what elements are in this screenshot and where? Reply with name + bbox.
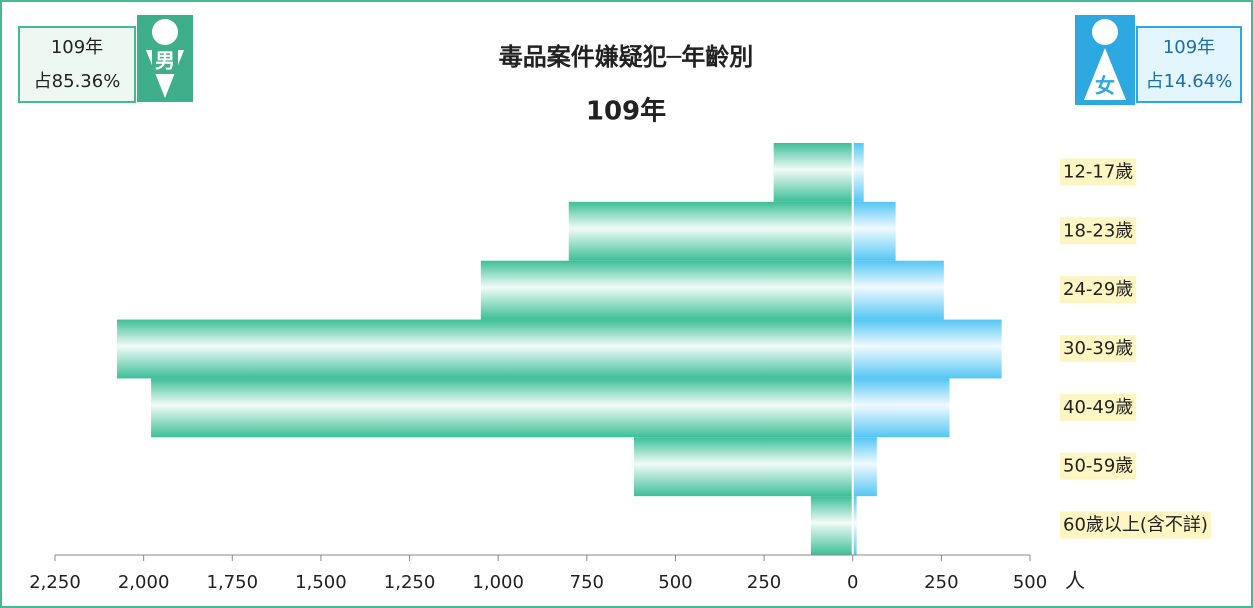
bar [151,378,853,438]
chart-title: 毒品案件嫌疑犯─年齡別 [499,43,753,71]
category-label-bg [1060,217,1137,245]
bar [852,260,944,320]
bar [773,143,853,202]
female-icon-body [1084,48,1126,100]
female-year: 109年 [1163,37,1215,58]
bar [633,437,853,497]
x-tick-label: 2,000 [118,572,170,593]
bar [568,201,853,261]
category-label: 24-29歲 [1063,279,1133,300]
category-label-bg [1060,276,1137,304]
x-tick-label: 1,500 [295,572,347,593]
bar [117,319,853,379]
female-share: 占14.64% [1146,71,1233,92]
category-label-bg [1060,452,1137,480]
bar [852,201,896,261]
x-tick-label: 500 [1013,572,1047,593]
female-icon-label: 女 [1095,74,1115,98]
female-icon-head [1092,19,1118,45]
male-year: 109年 [51,37,103,58]
category-label: 40-49歲 [1063,397,1133,418]
bar [480,260,853,320]
x-tick-label: 1,250 [384,572,436,593]
male-icon-head [152,19,178,45]
male-share: 占85.36% [34,71,121,92]
chart-subtitle: 109年 [586,96,666,127]
x-tick-label: 0 [847,572,858,593]
bar [852,143,864,202]
male-icon-label: 男 [155,49,175,73]
female-badge [1136,26,1242,103]
x-tick-label: 2,250 [29,572,81,593]
category-label-bg [1060,158,1137,186]
x-tick-label: 750 [570,572,604,593]
bar [852,319,1002,379]
male-badge [18,26,136,103]
category-label-bg [1060,393,1137,421]
category-label: 18-23歲 [1063,220,1133,241]
x-tick-label: 1,000 [472,572,524,593]
x-tick-label: 1,750 [207,572,259,593]
x-axis-label: 人 [1065,569,1085,593]
bar [852,378,950,438]
bar [852,496,857,555]
x-tick-label: 500 [658,572,692,593]
category-label-bg [1060,335,1137,362]
category-label: 60歲以上(含不詳) [1063,515,1208,536]
category-label-bg [1060,511,1211,539]
category-label: 30-39歲 [1063,338,1133,359]
x-tick-label: 250 [924,572,958,593]
male-icon-label-bg [152,48,178,74]
category-label: 50-59歲 [1063,456,1133,477]
bar [852,437,877,497]
x-tick-label: 250 [747,572,781,593]
category-label: 12-17歲 [1063,161,1133,182]
bar [810,496,853,555]
